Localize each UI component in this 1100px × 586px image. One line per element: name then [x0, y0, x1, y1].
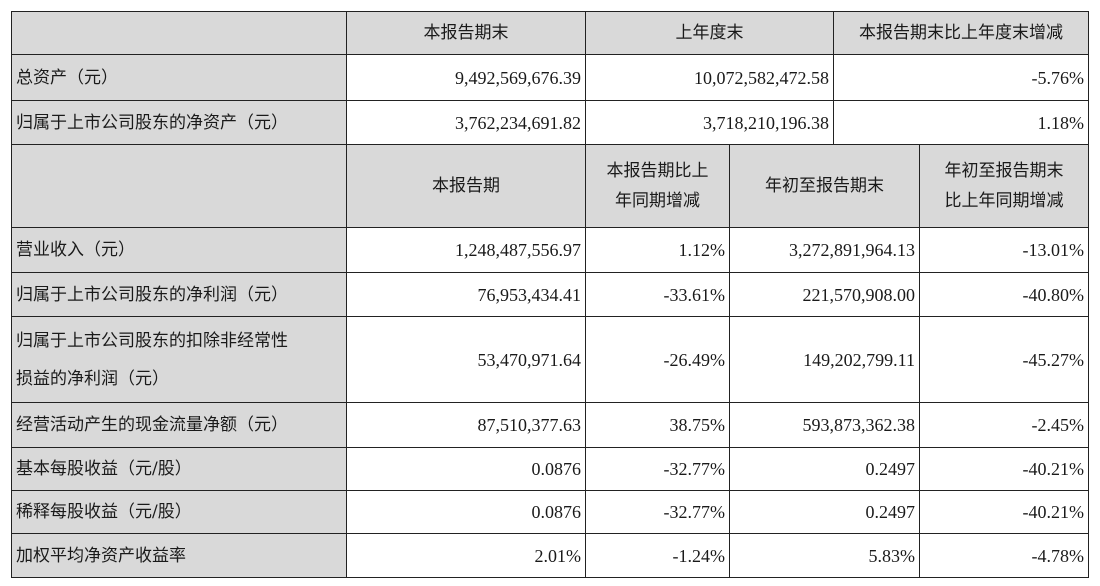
cell-deducted-net-profit-ytd: 149,202,799.11	[729, 316, 920, 403]
cell-net-assets-prior: 3,718,210,196.38	[585, 100, 834, 145]
cell-operating-cash-flow-ytd-change: -2.45%	[919, 402, 1089, 448]
cell-weighted-roe-period: 2.01%	[346, 533, 586, 578]
cell-diluted-eps-period-change: -32.77%	[585, 490, 730, 534]
cell-basic-eps-ytd-change: -40.21%	[919, 447, 1089, 491]
header-current-period: 本报告期	[346, 144, 586, 228]
cell-revenue-period: 1,248,487,556.97	[346, 227, 586, 273]
cell-basic-eps-period: 0.0876	[346, 447, 586, 491]
header-prior-year-end: 上年度末	[585, 11, 834, 55]
cell-operating-cash-flow-ytd: 593,873,362.38	[729, 402, 920, 448]
row-label-diluted-eps: 稀释每股收益（元/股）	[11, 490, 347, 534]
cell-revenue-period-change: 1.12%	[585, 227, 730, 273]
cell-operating-cash-flow-period: 87,510,377.63	[346, 402, 586, 448]
cell-revenue-ytd-change: -13.01%	[919, 227, 1089, 273]
cell-net-assets-change: 1.18%	[833, 100, 1089, 145]
cell-total-assets-prior: 10,072,582,472.58	[585, 54, 834, 101]
cell-total-assets-current: 9,492,569,676.39	[346, 54, 586, 101]
header-blank-2	[11, 144, 347, 228]
financial-summary-table: 本报告期末 上年度末 本报告期末比上年度末增减 总资产（元） 9,492,569…	[11, 11, 1089, 578]
cell-deducted-net-profit-ytd-change: -45.27%	[919, 316, 1089, 403]
row-label-deducted-net-profit: 归属于上市公司股东的扣除非经常性 损益的净利润（元）	[11, 316, 347, 403]
header-blank-1	[11, 11, 347, 55]
cell-diluted-eps-period: 0.0876	[346, 490, 586, 534]
cell-weighted-roe-period-change: -1.24%	[585, 533, 730, 578]
row-label-net-assets: 归属于上市公司股东的净资产（元）	[11, 100, 347, 145]
cell-net-profit-ytd: 221,570,908.00	[729, 272, 920, 317]
cell-net-profit-period: 76,953,434.41	[346, 272, 586, 317]
header-change-vs-prior-year-end: 本报告期末比上年度末增减	[833, 11, 1089, 55]
cell-diluted-eps-ytd-change: -40.21%	[919, 490, 1089, 534]
cell-revenue-ytd: 3,272,891,964.13	[729, 227, 920, 273]
cell-basic-eps-ytd: 0.2497	[729, 447, 920, 491]
row-label-total-assets: 总资产（元）	[11, 54, 347, 101]
cell-deducted-net-profit-period: 53,470,971.64	[346, 316, 586, 403]
cell-weighted-roe-ytd: 5.83%	[729, 533, 920, 578]
header-period-yoy-change: 本报告期比上 年同期增减	[585, 144, 730, 228]
header-current-period-end: 本报告期末	[346, 11, 586, 55]
header-year-to-date: 年初至报告期末	[729, 144, 920, 228]
cell-deducted-net-profit-period-change: -26.49%	[585, 316, 730, 403]
cell-operating-cash-flow-period-change: 38.75%	[585, 402, 730, 448]
cell-diluted-eps-ytd: 0.2497	[729, 490, 920, 534]
row-label-basic-eps: 基本每股收益（元/股）	[11, 447, 347, 491]
cell-net-profit-period-change: -33.61%	[585, 272, 730, 317]
cell-basic-eps-period-change: -32.77%	[585, 447, 730, 491]
cell-net-assets-current: 3,762,234,691.82	[346, 100, 586, 145]
row-label-revenue: 营业收入（元）	[11, 227, 347, 273]
cell-net-profit-ytd-change: -40.80%	[919, 272, 1089, 317]
cell-total-assets-change: -5.76%	[833, 54, 1089, 101]
header-ytd-yoy-change: 年初至报告期末 比上年同期增减	[919, 144, 1089, 228]
cell-weighted-roe-ytd-change: -4.78%	[919, 533, 1089, 578]
row-label-net-profit: 归属于上市公司股东的净利润（元）	[11, 272, 347, 317]
row-label-weighted-roe: 加权平均净资产收益率	[11, 533, 347, 578]
row-label-operating-cash-flow: 经营活动产生的现金流量净额（元）	[11, 402, 347, 448]
